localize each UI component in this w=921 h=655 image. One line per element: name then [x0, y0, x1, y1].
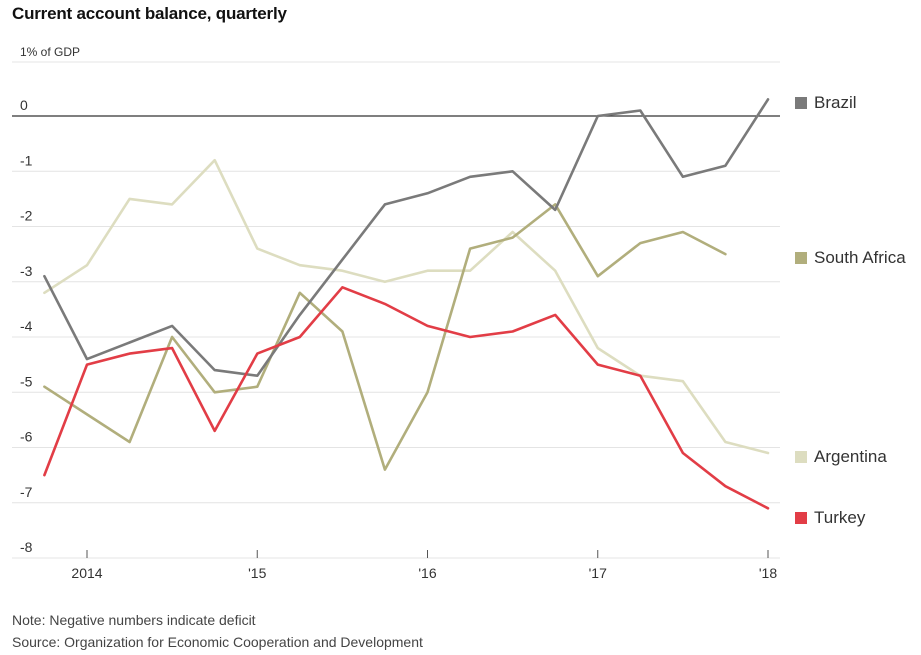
legend-swatch [795, 451, 807, 463]
grid-lines [12, 61, 780, 559]
source-text: Source: Organization for Economic Cooper… [12, 634, 423, 650]
series-line-turkey [43, 286, 770, 510]
legend-label: Brazil [814, 93, 857, 112]
legend-item-argentina: Argentina [795, 447, 887, 467]
y-tick-label: -8 [20, 539, 33, 555]
series-line-brazil [43, 98, 770, 377]
series-lines [43, 98, 770, 510]
chart-title: Current account balance, quarterly [12, 4, 287, 23]
series-line-south-africa [43, 203, 727, 471]
y-tick-label: -1 [20, 152, 33, 168]
x-tick-label: '18 [759, 565, 777, 581]
legend-item-brazil: Brazil [795, 93, 857, 113]
legend-swatch [795, 97, 807, 109]
legend-swatch [795, 252, 807, 264]
y-tick-label: -7 [20, 484, 33, 500]
y-tick-label: -6 [20, 429, 33, 445]
x-tick-label: '15 [248, 565, 266, 581]
legend-swatch [795, 512, 807, 524]
x-tick-label: '17 [589, 565, 607, 581]
legend-label: Argentina [814, 447, 887, 466]
y-tick-label: -5 [20, 373, 33, 389]
legend-item-south-africa: South Africa [795, 248, 906, 268]
x-axis-tick-labels: 2014 '15 '16 '17 '18 [71, 550, 777, 581]
y-tick-label: 0 [20, 97, 28, 113]
line-chart: 0 -1 -2 -3 -4 -5 -6 -7 -8 2014 '15 '16 '17 '18 [12, 61, 780, 581]
y-tick-label: -2 [20, 208, 33, 224]
legend-label: Turkey [814, 508, 866, 527]
y-tick-label: -4 [20, 318, 33, 334]
x-tick-label: 2014 [71, 565, 102, 581]
note-text: Note: Negative numbers indicate deficit [12, 612, 256, 628]
y-tick-label: -3 [20, 263, 33, 279]
legend-item-turkey: Turkey [795, 508, 865, 528]
x-tick-label: '16 [418, 565, 436, 581]
y-axis-tick-labels: 0 -1 -2 -3 -4 -5 -6 -7 -8 [20, 97, 33, 555]
series-line-argentina [43, 158, 770, 455]
legend-label: South Africa [814, 248, 906, 267]
y-axis-unit-label: 1% of GDP [20, 45, 81, 59]
